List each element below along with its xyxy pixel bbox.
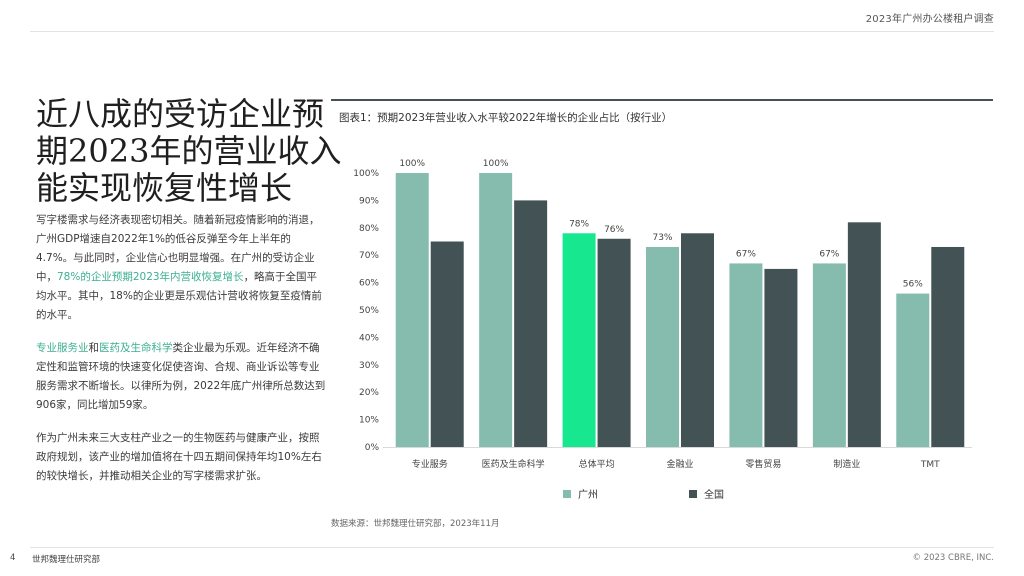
bar-guangzhou [562,233,596,447]
x-tick-label: 制造业 [833,458,860,470]
footer-copyright: © 2023 CBRE, INC. [912,553,995,563]
y-tick-label: 80% [359,224,379,234]
bar-guangzhou [479,173,513,447]
bar-national [931,246,965,447]
paragraph-text: 和 [88,342,100,354]
paragraph-text: 类企业最为乐观。近年经济不确定性和监管环境的快速变化促使咨询、合规、商业诉讼等专… [36,342,326,411]
data-label: 67% [736,249,756,259]
headline-line-3: 能实现恢复性增长 [36,169,293,207]
x-tick-label: 总体平均 [579,458,615,470]
data-source-note: 数据来源：世邦魏理仕研究部，2023年11月 [331,519,500,529]
bar-national [430,241,464,447]
legend-label-guangzhou: 广州 [578,490,598,501]
bar-guangzhou [896,293,930,447]
bar-chart: 0% 10% 20% 30% 40% 50% 60% 70% 80% 90% 100% 100% 专业服… [353,159,972,470]
y-tick-label: 70% [359,251,379,261]
bar-national [847,222,881,447]
bar-national [514,200,548,447]
y-tick-label: 20% [359,388,379,398]
y-tick-label: 90% [359,196,379,206]
y-tick-label: 60% [359,279,379,289]
highlight-text: 78%的企业预期2023年内营收恢复增长 [57,271,244,283]
headline-line-1: 近八成的受访企业预 [36,95,325,133]
header-divider [30,31,994,32]
legend-label-national: 全国 [704,490,724,501]
bar-national [764,268,798,447]
x-tick-label: TMT [920,460,940,470]
chart-title: 图表1：预期2023年营业收入水平较2022年增长的企业占比（按行业） [339,112,673,124]
data-label: 73% [652,233,672,243]
x-tick-label: 专业服务 [412,458,448,470]
legend-item-national: 全国 [689,486,724,501]
chart-top-rule [331,99,993,101]
data-label: 100% [483,159,509,169]
y-tick-label: 30% [359,361,379,371]
bar-national [597,238,631,447]
y-tick-label: 100% [353,169,379,179]
page-headline: 近八成的受访企业预 期2023年的营业收入 能实现恢复性增长 [36,95,342,207]
y-tick-label: 0% [365,443,380,453]
report-header-title: 2023年广州办公楼租户调查 [865,14,994,25]
bar-guangzhou [812,263,846,447]
legend-swatch-national [689,489,697,498]
y-tick-label: 10% [359,416,379,426]
paragraph-biomedicine: 作为广州未来三大支柱产业之一的生物医药与健康产业，按照政府规划，该产业的增加值将… [36,432,322,482]
bar-national [681,233,714,447]
data-label: 76% [604,225,624,235]
data-label: 67% [819,249,839,259]
paragraph-industries: 专业服务业和医药及生命科学类企业最为乐观。近年经济不确定性和监管环境的快速变化促… [36,339,326,415]
x-tick-label: 医药及生命科学 [482,458,545,470]
paragraph-text: ，略高于全国平均水平。其中，18%的企业更是乐观估计营收将恢复至疫情前的水平。 [36,271,322,321]
bar-guangzhou [729,263,763,447]
page-number: 4 [10,553,16,563]
footer-research-label: 世邦魏理仕研究部 [32,555,101,565]
paragraph-economy: 写字楼需求与经济表现密切相关。随着新冠疫情影响的消退，广州GDP增速自2022年… [36,211,326,325]
highlight-text: 专业服务业 [36,342,89,354]
x-tick-label: 零售贸易 [745,458,781,470]
legend-item-guangzhou: 广州 [563,486,598,501]
data-label: 100% [399,159,425,169]
footer-divider [30,547,994,548]
data-label: 56% [903,280,923,290]
y-tick-label: 40% [359,333,379,343]
body-text: 写字楼需求与经济表现密切相关。随着新冠疫情影响的消退，广州GDP增速自2022年… [36,211,326,500]
headline-line-2: 期2023年的营业收入 [36,132,342,170]
x-tick-label: 金融业 [666,458,693,470]
legend-swatch-guangzhou [563,489,571,498]
bar-guangzhou [395,173,429,447]
y-tick-label: 50% [359,306,379,316]
data-label: 78% [569,219,589,229]
bar-guangzhou [646,246,679,447]
highlight-text: 医药及生命科学 [99,342,173,354]
paragraph-text: 写字楼需求与经济表现密切相关。随着新冠疫情影响的消退，广州GDP增速自2022年… [36,214,320,283]
